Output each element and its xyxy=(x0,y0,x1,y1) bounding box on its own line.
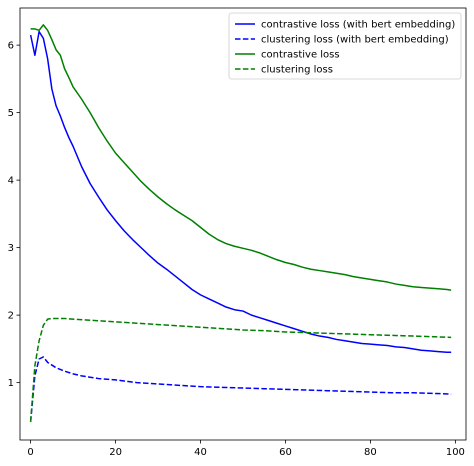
series-line-0 xyxy=(29,30,452,353)
x-tick-label: 40 xyxy=(194,447,207,458)
legend-frame xyxy=(228,12,462,80)
series-line-3 xyxy=(29,317,452,422)
legend-label-1: clustering loss (with bert embedding) xyxy=(261,35,449,46)
x-tick-label: 60 xyxy=(279,447,292,458)
x-tick-label: 20 xyxy=(109,447,122,458)
x-tick-label: 0 xyxy=(27,447,33,458)
series-line-2 xyxy=(30,24,452,291)
x-tick-label: 80 xyxy=(364,447,377,458)
legend-label-0: contrastive loss (with bert embedding) xyxy=(261,20,455,31)
plot-area-background xyxy=(20,8,466,440)
legend-label-3: clustering loss xyxy=(261,65,333,76)
y-tick-label: 4 xyxy=(8,176,14,187)
ticks-layer: 0 20 40 60 80 100 1 2 3 4 5 6 xyxy=(8,41,465,458)
series-line-1 xyxy=(29,356,452,422)
y-tick-label: 5 xyxy=(8,108,14,119)
legend: contrastive loss (with bert embedding) cl… xyxy=(228,12,462,80)
legend-label-2: contrastive loss xyxy=(261,50,340,61)
series-layer xyxy=(29,24,452,422)
plot-frame xyxy=(19,7,467,441)
y-tick-label: 2 xyxy=(8,311,14,322)
y-tick-label: 1 xyxy=(8,378,14,389)
y-tick-label: 3 xyxy=(8,243,14,254)
x-tick-label: 100 xyxy=(446,447,465,458)
y-tick-label: 6 xyxy=(8,41,14,52)
